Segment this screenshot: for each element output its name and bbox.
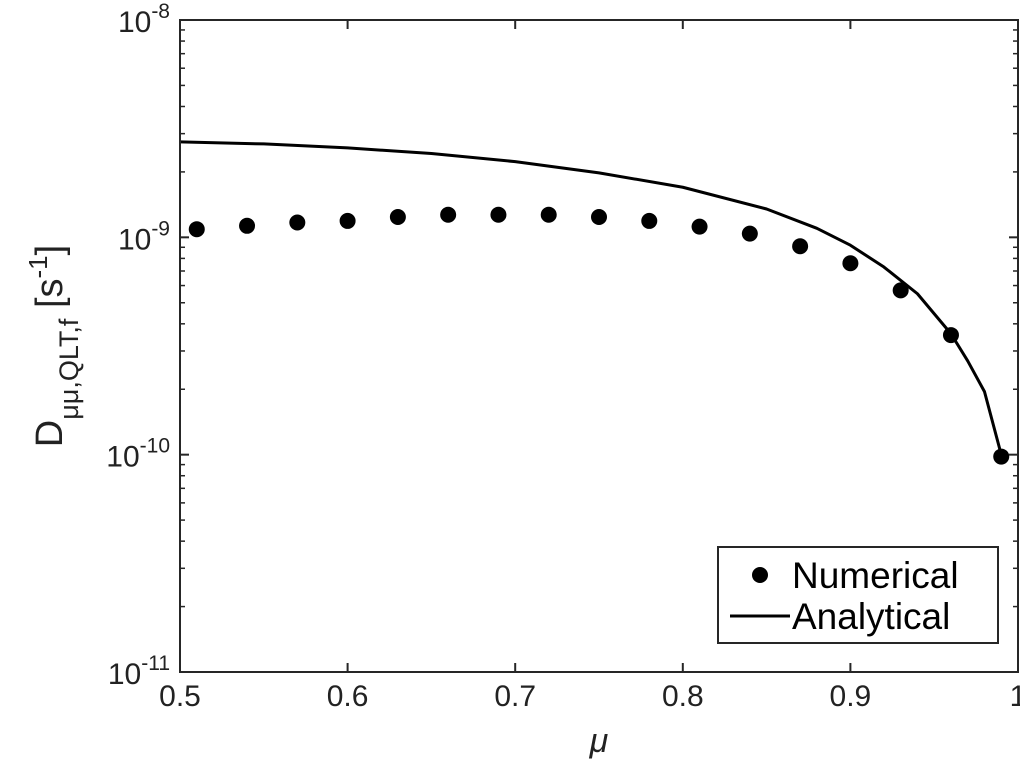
y-label-subscript: μμ,QLT,f [54,318,84,420]
x-tick-label-5: 1 [1010,680,1020,713]
y-tick-label-3: 10-8 [118,0,170,39]
x-tick-label-2: 0.7 [494,680,536,713]
legend-label-numerical: Numerical [792,555,959,596]
y-label-unit-open: [s [29,278,71,318]
numerical-point-8 [591,209,607,226]
numerical-point-10 [691,218,708,235]
numerical-point-15 [942,327,959,344]
plot-frame [179,19,1019,673]
legend-label-analytical: Analytical [792,596,950,637]
y-label-unit-exp: -1 [23,255,53,278]
legend: Numerical Analytical [717,546,999,644]
x-tick-label-4: 0.9 [830,680,872,713]
numerical-point-14 [892,282,909,299]
numerical-point-9 [641,212,658,229]
numerical-point-0 [188,221,205,238]
numerical-point-7 [540,206,557,223]
numerical-point-16 [993,448,1010,465]
numerical-point-2 [289,214,306,231]
numerical-point-5 [440,206,457,223]
numerical-point-11 [741,225,758,242]
numerical-point-3 [339,212,356,229]
legend-box [717,546,999,644]
x-axis-label: μ [589,722,609,760]
y-tick-label-0: 10-11 [108,652,170,691]
numerical-point-6 [490,206,507,223]
y-axis-label: Dμμ,QLT,f [s-1] [23,245,84,447]
numerical-point-1 [239,217,256,234]
x-tick-label-1: 0.6 [327,680,369,713]
analytical-series [179,140,1003,456]
numerical-point-13 [842,255,859,272]
numerical-point-4 [389,209,406,226]
tick-labels: 0.5 0.6 0.7 0.8 0.9 1 10-11 10-10 10-9 10-8 [106,0,1020,713]
y-tick-label-2: 10-9 [118,217,170,256]
x-tick-label-3: 0.8 [662,680,704,713]
y-label-base: D [29,420,71,447]
legend-marker-numerical [752,567,768,583]
numerical-point-12 [792,238,809,255]
y-tick-label-1: 10-10 [106,435,170,474]
x-tick-label-0: 0.5 [159,680,201,713]
numerical-series [188,206,1010,465]
analytical-line [179,140,1003,456]
y-label-unit-close: ] [29,245,71,256]
